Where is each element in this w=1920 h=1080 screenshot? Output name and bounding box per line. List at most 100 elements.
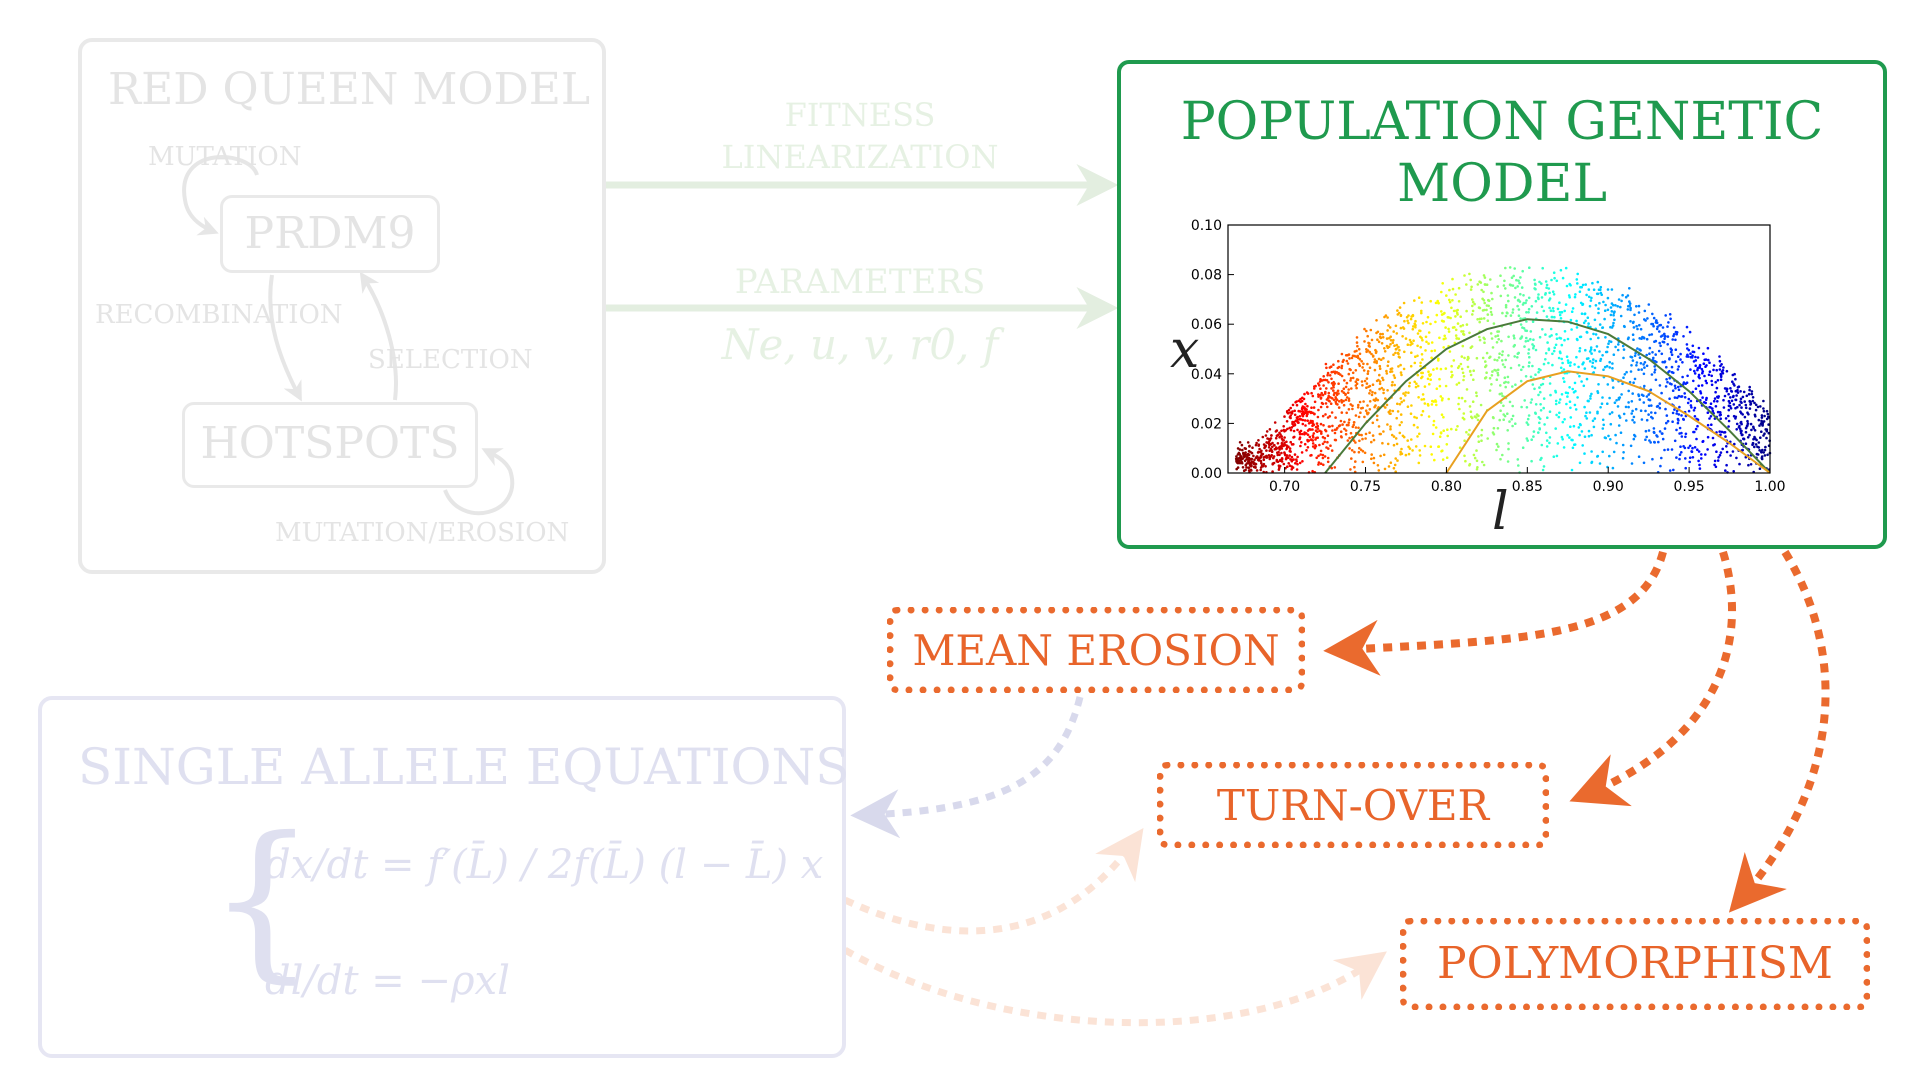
scatter-point xyxy=(1519,317,1522,320)
scatter-point xyxy=(1725,389,1729,393)
scatter-point xyxy=(1584,319,1587,323)
scatter-point xyxy=(1393,376,1397,380)
scatter-point xyxy=(1354,380,1358,384)
scatter-point xyxy=(1575,319,1578,323)
scatter-point xyxy=(1590,433,1593,437)
scatter-point xyxy=(1394,457,1397,460)
scatter-point xyxy=(1464,459,1467,463)
scatter-point xyxy=(1558,311,1562,314)
scatter-point xyxy=(1349,431,1353,435)
scatter-point xyxy=(1444,367,1448,370)
scatter-point xyxy=(1597,336,1600,340)
scatter-point xyxy=(1245,458,1248,461)
scatter-point xyxy=(1686,355,1690,358)
scatter-point xyxy=(1291,403,1295,407)
scatter-point xyxy=(1719,378,1723,382)
scatter-point xyxy=(1612,313,1615,317)
scatter-point xyxy=(1758,449,1761,452)
scatter-point xyxy=(1753,401,1756,405)
scatter-point xyxy=(1611,379,1615,382)
scatter-point xyxy=(1609,313,1613,317)
scatter-point xyxy=(1470,285,1473,289)
scatter-point xyxy=(1310,391,1313,395)
scatter-point xyxy=(1382,453,1386,457)
scatter-point xyxy=(1546,416,1549,420)
scatter-point xyxy=(1370,393,1374,397)
scatter-point xyxy=(1473,302,1476,306)
scatter-point xyxy=(1580,380,1583,383)
scatter-point xyxy=(1668,397,1671,401)
scatter-point xyxy=(1399,314,1403,318)
scatter-point xyxy=(1719,433,1722,437)
scatter-point xyxy=(1637,304,1641,308)
scatter-point xyxy=(1677,394,1681,398)
scatter-point xyxy=(1378,364,1382,368)
scatter-point xyxy=(1348,436,1351,440)
scatter-point xyxy=(1345,359,1349,363)
scatter-point xyxy=(1263,445,1267,448)
scatter-point xyxy=(1572,391,1576,394)
scatter-point xyxy=(1585,330,1589,334)
scatter-point xyxy=(1293,453,1297,456)
scatter-point xyxy=(1496,330,1499,333)
scatter-point xyxy=(1592,371,1595,374)
scatter-point xyxy=(1538,335,1542,339)
x-tick-label: 0.80 xyxy=(1431,479,1462,495)
scatter-point xyxy=(1635,324,1638,328)
scatter-point xyxy=(1760,451,1763,454)
scatter-point xyxy=(1370,453,1373,456)
scatter-point xyxy=(1537,370,1540,374)
scatter-point xyxy=(1247,456,1251,460)
scatter-point xyxy=(1540,305,1544,309)
scatter-point xyxy=(1704,453,1707,456)
scatter-point xyxy=(1323,392,1327,395)
scatter-point xyxy=(1540,456,1543,460)
scatter-point xyxy=(1724,469,1727,472)
scatter-point xyxy=(1398,423,1402,427)
scatter-point xyxy=(1285,446,1289,449)
scatter-point xyxy=(1517,308,1521,311)
scatter-point xyxy=(1419,329,1422,333)
equation-2: dl/dt = −ρxl xyxy=(265,958,510,1004)
scatter-point xyxy=(1671,420,1674,424)
scatter-point xyxy=(1310,453,1313,457)
scatter-point xyxy=(1359,448,1363,452)
scatter-point xyxy=(1551,307,1555,310)
scatter-point xyxy=(1604,350,1608,354)
scatter-point xyxy=(1300,441,1303,444)
scatter-point xyxy=(1736,391,1740,394)
scatter-point xyxy=(1668,469,1672,472)
scatter-point xyxy=(1468,370,1472,373)
scatter-point xyxy=(1325,387,1328,390)
scatter-point xyxy=(1722,366,1725,369)
scatter-point xyxy=(1674,348,1678,352)
scatter-point xyxy=(1319,405,1323,409)
scatter-point xyxy=(1271,470,1274,473)
scatter-point xyxy=(1590,296,1593,300)
scatter-point xyxy=(1381,332,1384,336)
scatter-point xyxy=(1451,326,1455,329)
scatter-point xyxy=(1394,470,1397,474)
scatter-point xyxy=(1617,343,1620,346)
scatter-point xyxy=(1439,367,1443,371)
scatter-point xyxy=(1482,463,1486,467)
scatter-point xyxy=(1658,384,1662,387)
scatter-point xyxy=(1342,403,1346,407)
scatter-point xyxy=(1406,343,1410,347)
scatter-point xyxy=(1385,403,1389,407)
scatter-point xyxy=(1347,399,1351,402)
scatter-point xyxy=(1575,337,1579,341)
scatter-point xyxy=(1545,445,1549,448)
scatter-point xyxy=(1706,435,1710,439)
scatter-point xyxy=(1447,397,1450,401)
scatter-point xyxy=(1648,352,1651,356)
scatter-point xyxy=(1373,358,1377,361)
scatter-point xyxy=(1371,355,1375,358)
scatter-point xyxy=(1257,444,1260,447)
scatter-point xyxy=(1334,416,1337,419)
scatter-point xyxy=(1555,454,1559,458)
scatter-point xyxy=(1585,411,1588,415)
scatter-point xyxy=(1518,281,1521,285)
scatter-point xyxy=(1246,441,1250,444)
scatter-point xyxy=(1285,440,1288,444)
